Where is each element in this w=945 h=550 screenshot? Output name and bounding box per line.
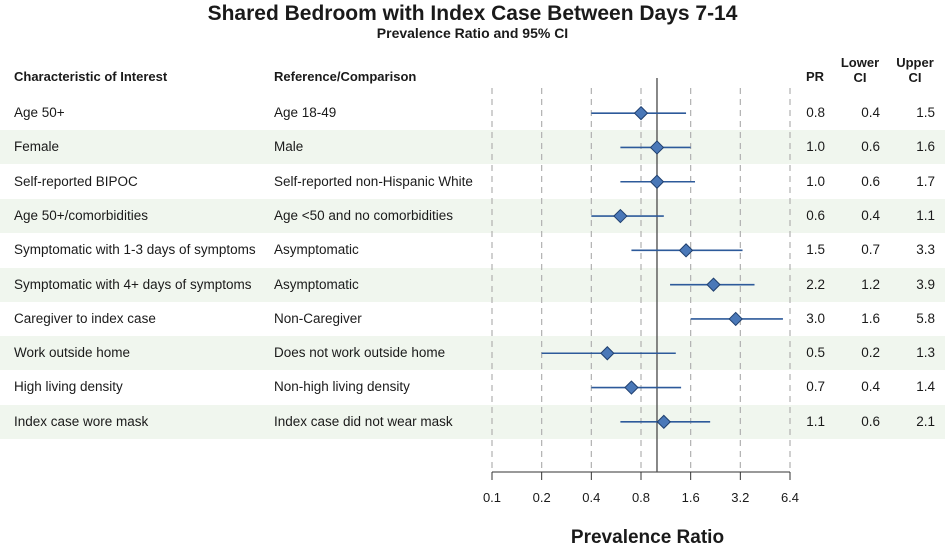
pr-value: 0.6 bbox=[806, 207, 825, 223]
pr-marker bbox=[633, 105, 649, 121]
row-stripe bbox=[0, 130, 945, 165]
header-pr: PR bbox=[806, 69, 825, 84]
upper-ci-value: 1.3 bbox=[916, 345, 935, 361]
characteristic-cell: Caregiver to index case bbox=[14, 310, 156, 326]
chart-title: Shared Bedroom with Index Case Between D… bbox=[207, 2, 738, 25]
pr-marker bbox=[728, 311, 743, 327]
row-stripe bbox=[0, 198, 945, 233]
pr-value: 1.1 bbox=[806, 413, 825, 429]
upper-ci-value: 1.4 bbox=[916, 379, 935, 395]
pr-value: 0.8 bbox=[806, 105, 825, 120]
x-tick-label: 3.2 bbox=[731, 490, 749, 505]
characteristic-cell: Symptomatic with 1-3 days of symptoms bbox=[14, 242, 256, 258]
characteristic-cell: Female bbox=[14, 139, 60, 155]
header-upper-ci: Upper CI bbox=[896, 55, 934, 85]
pr-marker bbox=[649, 174, 665, 189]
pr-marker bbox=[706, 277, 721, 292]
x-tick-label: 0.2 bbox=[533, 490, 551, 505]
row-stripe bbox=[0, 404, 945, 439]
upper-ci-value: 1.7 bbox=[916, 173, 935, 189]
pr-value: 2.2 bbox=[806, 276, 825, 292]
pr-value: 1.0 bbox=[806, 139, 825, 155]
characteristic-cell: High living density bbox=[14, 379, 123, 395]
reference-cell: Age 18-49 bbox=[274, 105, 337, 120]
lower-ci-value: 1.2 bbox=[861, 276, 880, 292]
pr-marker bbox=[624, 380, 639, 395]
characteristic-cell: Age 50+/comorbidities bbox=[14, 207, 148, 223]
reference-cell: Does not work outside home bbox=[274, 345, 446, 361]
characteristic-cell: Index case wore mask bbox=[14, 413, 149, 429]
pr-marker bbox=[600, 346, 615, 361]
characteristic-cell: Self-reported BIPOC bbox=[14, 173, 138, 189]
header-characteristic: Characteristic of Interest bbox=[14, 69, 168, 84]
lower-ci-value: 0.4 bbox=[861, 379, 880, 395]
chart-subtitle: Prevalence Ratio and 95% CI bbox=[376, 25, 569, 41]
lower-ci-value: 0.6 bbox=[861, 139, 880, 155]
upper-ci-value: 3.3 bbox=[916, 242, 935, 258]
upper-ci-value: 1.5 bbox=[916, 105, 935, 120]
pr-marker bbox=[649, 140, 665, 155]
lower-ci-value: 0.7 bbox=[861, 242, 880, 258]
x-tick-label: 0.1 bbox=[483, 490, 501, 505]
upper-ci-value: 1.6 bbox=[916, 139, 935, 155]
pr-value: 1.5 bbox=[806, 242, 825, 258]
reference-cell: Non-Caregiver bbox=[274, 310, 362, 326]
pr-value: 0.7 bbox=[806, 379, 825, 395]
row-stripe bbox=[0, 336, 945, 371]
upper-ci-value: 1.1 bbox=[916, 207, 935, 223]
lower-ci-value: 0.4 bbox=[861, 207, 880, 223]
upper-ci-value: 2.1 bbox=[916, 413, 935, 429]
reference-cell: Self-reported non-Hispanic White bbox=[274, 173, 473, 189]
lower-ci-value: 0.6 bbox=[861, 413, 880, 429]
pr-marker bbox=[656, 414, 672, 430]
x-tick-label: 0.4 bbox=[582, 490, 600, 505]
header-reference: Reference/Comparison bbox=[274, 69, 417, 84]
lower-ci-value: 0.6 bbox=[861, 173, 880, 189]
reference-cell: Non-high living density bbox=[274, 379, 410, 395]
pr-value: 3.0 bbox=[806, 310, 825, 326]
lower-ci-value: 1.6 bbox=[861, 310, 880, 326]
reference-cell: Asymptomatic bbox=[274, 242, 359, 258]
characteristic-cell: Age 50+ bbox=[14, 105, 65, 120]
pr-value: 1.0 bbox=[806, 173, 825, 189]
upper-ci-value: 3.9 bbox=[916, 276, 935, 292]
upper-ci-value: 5.8 bbox=[916, 310, 935, 326]
header-lower-ci: Lower CI bbox=[840, 55, 880, 85]
x-tick-label: 0.8 bbox=[632, 490, 650, 505]
reference-cell: Age <50 and no comorbidities bbox=[274, 207, 453, 223]
x-tick-label: 6.4 bbox=[781, 490, 799, 505]
characteristic-cell: Work outside home bbox=[14, 345, 131, 361]
reference-cell: Asymptomatic bbox=[274, 276, 359, 292]
x-tick-label: 1.6 bbox=[682, 490, 700, 505]
characteristic-cell: Symptomatic with 4+ days of symptoms bbox=[14, 276, 252, 292]
lower-ci-value: 0.4 bbox=[861, 105, 880, 120]
pr-marker bbox=[613, 208, 628, 224]
pr-marker bbox=[678, 243, 694, 258]
reference-cell: Index case did not wear mask bbox=[274, 413, 453, 429]
x-axis-label: Prevalence Ratio bbox=[570, 527, 725, 548]
reference-cell: Male bbox=[274, 139, 304, 155]
pr-value: 0.5 bbox=[806, 345, 825, 361]
lower-ci-value: 0.2 bbox=[861, 345, 880, 361]
row-stripe bbox=[0, 267, 945, 302]
